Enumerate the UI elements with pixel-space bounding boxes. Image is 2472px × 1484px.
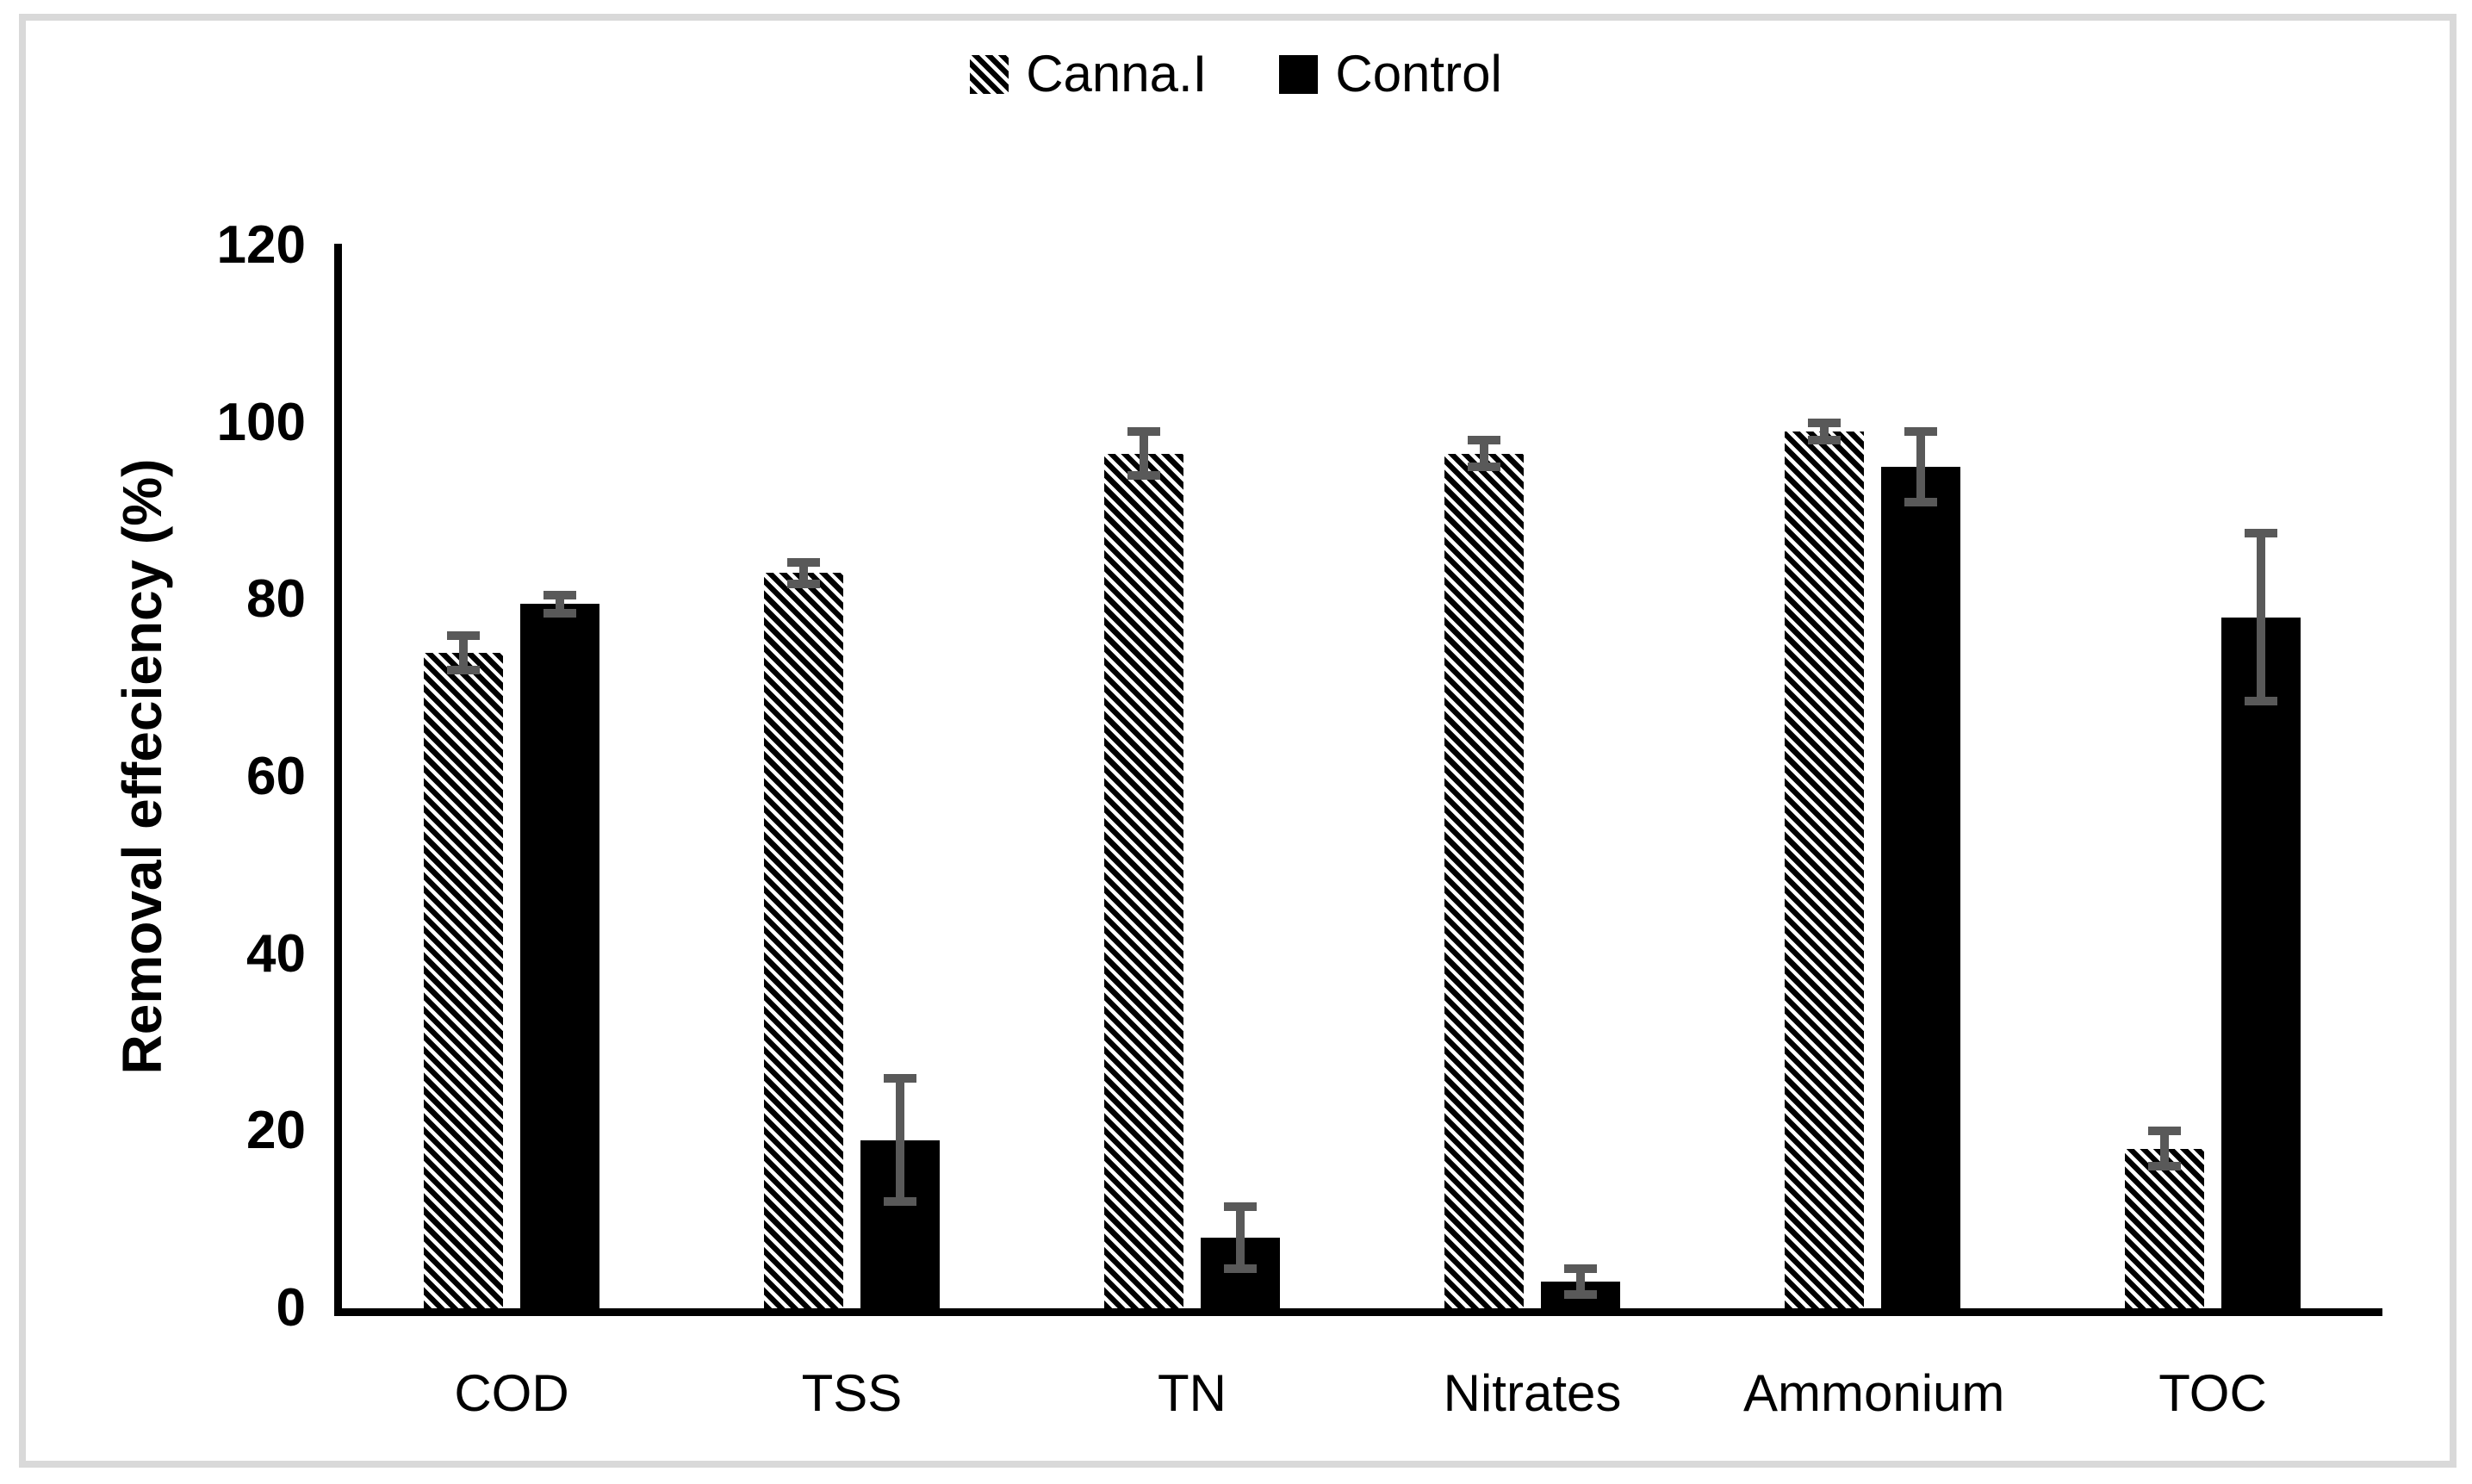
- error-bar-cap-bottom: [543, 608, 576, 618]
- error-bar-stem: [1576, 1272, 1585, 1291]
- error-bar-stem: [2257, 537, 2265, 698]
- error-bar-cap-top: [1127, 427, 1160, 437]
- legend-label-canna: Canna.I: [1026, 45, 1208, 102]
- legend-item-canna: Canna.I: [970, 48, 1207, 100]
- legend-item-control: Control: [1279, 45, 1502, 102]
- error-bar-stem: [1236, 1210, 1245, 1264]
- bar-cannai-ammonium: [1785, 431, 1864, 1308]
- error-bar-stem: [1820, 426, 1829, 437]
- error-bar-cap-top: [787, 558, 820, 568]
- y-tick-label: 60: [246, 747, 306, 806]
- solid-swatch-icon: [1279, 54, 1319, 94]
- x-category-label: TSS: [801, 1364, 903, 1422]
- error-bar-cap-bottom: [1904, 498, 1937, 507]
- error-bar-cap-bottom: [1224, 1264, 1257, 1273]
- error-bar-cap-top: [1468, 436, 1500, 445]
- error-bar-cap-bottom: [884, 1197, 916, 1207]
- error-bar-stem: [1480, 444, 1488, 463]
- y-tick-label: 20: [246, 1101, 306, 1161]
- error-bar-cap-top: [2148, 1127, 2181, 1136]
- error-bar-cap-bottom: [2148, 1162, 2181, 1171]
- error-bar-cap-bottom: [2245, 697, 2277, 706]
- bar-cannai-cod: [424, 653, 503, 1308]
- x-axis-line: [334, 1308, 2382, 1316]
- x-category-label: Ammonium: [1743, 1364, 2005, 1422]
- y-axis-line: [334, 244, 342, 1316]
- bar-cannai-toc: [2125, 1148, 2204, 1308]
- bar-control-toc: [2221, 617, 2301, 1308]
- error-bar-stem: [556, 599, 564, 609]
- error-bar-cap-bottom: [787, 579, 820, 588]
- error-bar-cap-top: [2245, 529, 2277, 538]
- error-bar-stem: [1916, 436, 1925, 499]
- error-bar-stem: [896, 1082, 904, 1198]
- bar-cannai-nitrates: [1444, 453, 1524, 1308]
- y-tick-label: 120: [216, 215, 306, 275]
- error-bar-cap-top: [447, 630, 480, 640]
- error-bar-cap-top: [884, 1073, 916, 1083]
- bar-cannai-tn: [1104, 453, 1183, 1308]
- error-bar-cap-top: [1904, 427, 1937, 437]
- error-bar-stem: [459, 639, 468, 667]
- y-tick-label: 40: [246, 923, 306, 984]
- bar-cannai-tss: [764, 573, 843, 1308]
- error-bar-stem: [799, 567, 808, 580]
- hatched-swatch-icon: [970, 54, 1009, 94]
- x-category-label: TN: [1158, 1364, 1227, 1422]
- legend-label-control: Control: [1335, 45, 1502, 102]
- error-bar-cap-top: [1808, 418, 1841, 427]
- error-bar-stem: [1140, 436, 1148, 472]
- bar-control-cod: [520, 604, 599, 1308]
- error-bar-cap-top: [543, 591, 576, 600]
- x-category-label: COD: [454, 1364, 569, 1422]
- x-category-label: Nitrates: [1443, 1364, 1622, 1422]
- error-bar-cap-bottom: [1808, 436, 1841, 445]
- error-bar-stem: [2160, 1135, 2169, 1163]
- error-bar-cap-bottom: [1127, 471, 1160, 481]
- y-tick-label: 80: [246, 569, 306, 630]
- error-bar-cap-bottom: [1564, 1290, 1597, 1300]
- error-bar-cap-top: [1224, 1201, 1257, 1211]
- y-tick-label: 100: [216, 392, 306, 452]
- legend: Canna.I Control: [0, 40, 2472, 109]
- y-tick-label: 0: [276, 1278, 306, 1338]
- error-bar-cap-bottom: [1468, 462, 1500, 471]
- error-bar-cap-top: [1564, 1264, 1597, 1273]
- x-category-label: TOC: [2158, 1364, 2267, 1422]
- error-bar-cap-bottom: [447, 666, 480, 675]
- bar-control-ammonium: [1881, 467, 1960, 1308]
